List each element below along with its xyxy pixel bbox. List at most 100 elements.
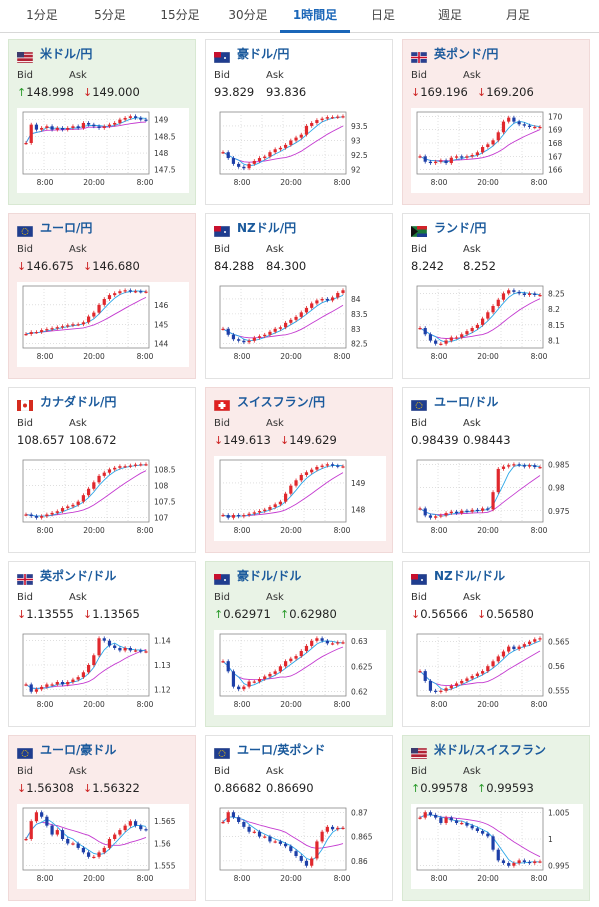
arrow-down-icon: ↓ bbox=[477, 608, 487, 621]
rate-card[interactable]: ユーロ/豪ドル Bid Ask ↓1.56308 ↓1.56322 1.565 1.56 1.… bbox=[8, 735, 196, 901]
pair-name-link[interactable]: 英ポンド/ドル bbox=[40, 568, 117, 583]
pair-name-link[interactable]: 豪ドル/円 bbox=[237, 46, 290, 61]
pair-name-link[interactable]: 米ドル/スイスフラン bbox=[434, 742, 547, 757]
chart-panel[interactable]: 1.565 1.56 1.555 8:00 20:00 8:00 bbox=[17, 804, 189, 889]
pair-name-link[interactable]: カナダドル/円 bbox=[40, 394, 117, 409]
candle-body bbox=[268, 507, 272, 510]
tab-1hour[interactable]: 1時間足 bbox=[280, 0, 350, 33]
candle-body bbox=[533, 293, 537, 295]
y-tick-label: 1.56 bbox=[154, 839, 171, 848]
candle-body bbox=[517, 860, 521, 864]
y-tick-label: 0.56 bbox=[548, 662, 565, 671]
candle-body bbox=[507, 863, 511, 866]
pair-name-link[interactable]: ユーロ/ドル bbox=[434, 394, 499, 409]
chart-panel[interactable]: 0.87 0.865 0.86 8:00 20:00 8:00 bbox=[214, 804, 386, 889]
candle-body bbox=[315, 120, 319, 123]
rate-card[interactable]: ランド/円 Bid Ask 8.242 8.252 8.25 8.2 8.15 8.1 8:00 2… bbox=[402, 213, 590, 379]
chart-panel[interactable]: 93.5 93 92.5 92 8:00 20:00 8:00 bbox=[214, 108, 386, 193]
rate-card[interactable]: スイスフラン/円 Bid Ask ↓149.613 ↓149.629 149 148 8:00… bbox=[205, 387, 393, 553]
pair-name-link[interactable]: スイスフラン/円 bbox=[237, 394, 326, 409]
pair-name-link[interactable]: ユーロ/豪ドル bbox=[40, 742, 117, 757]
y-tick-label: 149 bbox=[351, 479, 366, 488]
tab-15min[interactable]: 15分足 bbox=[160, 8, 200, 22]
candle-body bbox=[325, 464, 329, 466]
rate-card[interactable]: NZドル/ドル Bid Ask ↓0.56566 ↓0.56580 0.565 0.56 0.… bbox=[402, 561, 590, 727]
chart-panel[interactable]: 108.5 108 107.5 107 8:00 20:00 8:00 bbox=[17, 456, 189, 541]
pair-name-link[interactable]: ユーロ/円 bbox=[40, 220, 93, 235]
candle-body bbox=[423, 328, 427, 335]
pair-name-link[interactable]: 英ポンド/円 bbox=[434, 46, 499, 61]
chart-panel[interactable]: 1.005 1 0.995 8:00 20:00 8:00 bbox=[411, 804, 583, 889]
chart-panel[interactable]: 149 148 8:00 20:00 8:00 bbox=[214, 456, 386, 541]
rate-card[interactable]: 米ドル/スイスフラン Bid Ask ↑0.99578 ↑0.99593 1.005 1 0.… bbox=[402, 735, 590, 901]
pair-name-link[interactable]: 豪ドル/ドル bbox=[237, 568, 302, 583]
candle-body bbox=[263, 334, 267, 337]
candle-body bbox=[278, 147, 282, 150]
candle-body bbox=[60, 508, 65, 512]
pair-name-link[interactable]: 米ドル/円 bbox=[40, 46, 93, 61]
ask-price: 0.86690 bbox=[266, 781, 314, 795]
chart-panel[interactable]: 84 83.5 83 82.5 8:00 20:00 8:00 bbox=[214, 282, 386, 367]
candle-body bbox=[263, 836, 267, 838]
chart-panel[interactable]: 146 145 144 8:00 20:00 8:00 bbox=[17, 282, 189, 367]
y-tick-label: 0.995 bbox=[548, 862, 570, 871]
pair-name-link[interactable]: ユーロ/英ポンド bbox=[237, 742, 326, 757]
tab-daily[interactable]: 日足 bbox=[370, 8, 395, 22]
pair-name-link[interactable]: NZドル/ドル bbox=[434, 568, 506, 583]
bid-label: Bid bbox=[17, 418, 33, 429]
ask-price: 149.629 bbox=[289, 433, 337, 447]
chart-panel[interactable]: 0.63 0.625 0.62 8:00 20:00 8:00 bbox=[214, 630, 386, 715]
candle-body bbox=[81, 672, 85, 678]
x-tick-label: 8:00 bbox=[137, 874, 154, 883]
x-tick-label: 8:00 bbox=[137, 526, 154, 535]
candle-body bbox=[24, 334, 28, 336]
x-tick-label: 8:00 bbox=[137, 178, 154, 187]
rate-card[interactable]: NZドル/円 Bid Ask 84.288 84.300 84 83.5 83 82.5 8:00… bbox=[205, 213, 393, 379]
nz-us-flag-icon bbox=[410, 570, 428, 585]
candle-body bbox=[40, 812, 44, 817]
candle-body bbox=[81, 122, 85, 128]
tab-30min[interactable]: 30分足 bbox=[228, 8, 268, 22]
candle-body bbox=[87, 488, 91, 496]
rate-card[interactable]: 英ポンド/ドル Bid Ask ↓1.13555 ↓1.13565 1.14 1.13 1.1… bbox=[8, 561, 196, 727]
tab-monthly[interactable]: 月足 bbox=[505, 8, 530, 22]
pair-name-link[interactable]: NZドル/円 bbox=[237, 220, 297, 235]
candle-body bbox=[92, 482, 96, 489]
fast-ma-line bbox=[222, 816, 344, 861]
chart-panel[interactable]: 0.985 0.98 0.975 8:00 20:00 8:00 bbox=[411, 456, 583, 541]
pair-name-link[interactable]: ランド/円 bbox=[434, 220, 487, 235]
y-tick-label: 0.62 bbox=[351, 688, 368, 697]
x-tick-label: 20:00 bbox=[83, 700, 105, 709]
tab-weekly[interactable]: 週足 bbox=[437, 8, 462, 22]
chart-panel[interactable]: 170 169 168 167 166 8:00 20:00 8:00 bbox=[411, 108, 583, 193]
tab-5min[interactable]: 5分足 bbox=[94, 8, 126, 22]
candle-body bbox=[470, 328, 474, 332]
candle-body bbox=[242, 166, 246, 169]
chart-panel[interactable]: 0.565 0.56 0.555 8:00 20:00 8:00 bbox=[411, 630, 583, 715]
tab-1min[interactable]: 1分足 bbox=[26, 8, 58, 22]
candle-body bbox=[439, 690, 443, 692]
rate-card[interactable]: ユーロ/英ポンド Bid Ask 0.86682 0.86690 0.87 0.865 0.8… bbox=[205, 735, 393, 901]
rate-card[interactable]: ユーロ/円 Bid Ask ↓146.675 ↓146.680 146 145 144 8:00… bbox=[8, 213, 196, 379]
candle-body bbox=[278, 666, 282, 672]
rate-card[interactable]: 米ドル/円 Bid Ask ↑148.998 ↓149.000 149 148.5 148 14… bbox=[8, 39, 196, 205]
candle-body bbox=[512, 290, 516, 292]
rate-card[interactable]: 豪ドル/円 Bid Ask 93.829 93.836 93.5 93 92.5 92 8:00 2… bbox=[205, 39, 393, 205]
arrow-down-icon: ↓ bbox=[411, 608, 421, 621]
chart-panel[interactable]: 149 148.5 148 147.5 8:00 20:00 8:00 bbox=[17, 108, 189, 193]
rate-card[interactable]: カナダドル/円 Bid Ask 108.657 108.672 108.5 108 107.5… bbox=[8, 387, 196, 553]
y-tick-label: 1.005 bbox=[548, 808, 570, 817]
candle-body bbox=[527, 293, 532, 295]
candle-body bbox=[118, 647, 122, 651]
chart-panel[interactable]: 1.14 1.13 1.12 8:00 20:00 8:00 bbox=[17, 630, 189, 715]
rate-card[interactable]: 豪ドル/ドル Bid Ask ↑0.62971 ↑0.62980 0.63 0.625 0.6… bbox=[205, 561, 393, 727]
candle-body bbox=[273, 841, 277, 843]
candle-body bbox=[434, 340, 438, 344]
rate-card[interactable]: 英ポンド/円 Bid Ask ↓169.196 ↓169.206 170 169 168 167… bbox=[402, 39, 590, 205]
rate-card[interactable]: ユーロ/ドル Bid Ask 0.98439 0.98443 0.985 0.98 0.975… bbox=[402, 387, 590, 553]
x-tick-label: 8:00 bbox=[37, 700, 54, 709]
chart-panel[interactable]: 8.25 8.2 8.15 8.1 8:00 20:00 8:00 bbox=[411, 282, 583, 367]
candle-body bbox=[66, 839, 70, 844]
x-tick-label: 8:00 bbox=[37, 352, 54, 361]
